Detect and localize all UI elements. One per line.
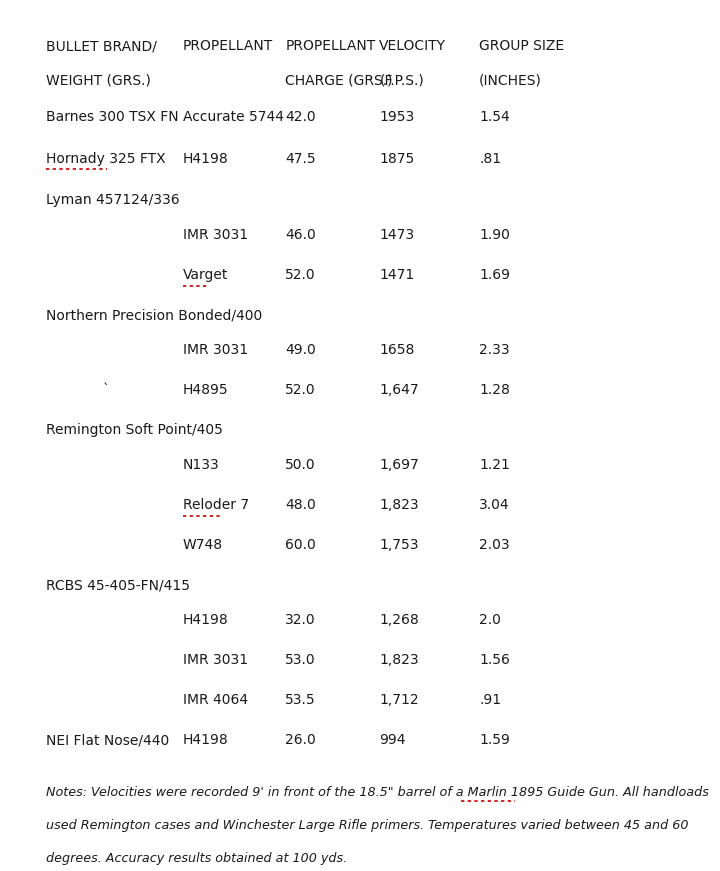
Text: `: ` bbox=[103, 383, 109, 397]
Text: Barnes 300 TSX FN: Barnes 300 TSX FN bbox=[45, 110, 179, 124]
Text: 42.0: 42.0 bbox=[285, 110, 316, 124]
Text: BULLET BRAND/: BULLET BRAND/ bbox=[45, 39, 156, 53]
Text: Reloder 7: Reloder 7 bbox=[183, 498, 248, 512]
Text: Accurate 5744: Accurate 5744 bbox=[183, 110, 284, 124]
Text: 26.0: 26.0 bbox=[285, 733, 316, 747]
Text: 1,647: 1,647 bbox=[379, 383, 419, 397]
Text: 46.0: 46.0 bbox=[285, 228, 316, 242]
Text: 1.59: 1.59 bbox=[480, 733, 510, 747]
Text: Varget: Varget bbox=[183, 268, 228, 282]
Text: 3.04: 3.04 bbox=[480, 498, 510, 512]
Text: 994: 994 bbox=[379, 733, 406, 747]
Text: degrees. Accuracy results obtained at 100 yds.: degrees. Accuracy results obtained at 10… bbox=[45, 852, 347, 865]
Text: 2.03: 2.03 bbox=[480, 538, 510, 552]
Text: 1,268: 1,268 bbox=[379, 613, 419, 627]
Text: 1,712: 1,712 bbox=[379, 693, 419, 707]
Text: IMR 4064: IMR 4064 bbox=[183, 693, 248, 707]
Text: (F.P.S.): (F.P.S.) bbox=[379, 73, 424, 87]
Text: Notes: Velocities were recorded 9' in front of the 18.5" barrel of a Marlin 1895: Notes: Velocities were recorded 9' in fr… bbox=[45, 786, 708, 799]
Text: 1.90: 1.90 bbox=[480, 228, 510, 242]
Text: 1875: 1875 bbox=[379, 152, 415, 165]
Text: Remington Soft Point/405: Remington Soft Point/405 bbox=[45, 423, 222, 437]
Text: IMR 3031: IMR 3031 bbox=[183, 653, 248, 667]
Text: (INCHES): (INCHES) bbox=[480, 73, 542, 87]
Text: 1.21: 1.21 bbox=[480, 458, 510, 472]
Text: .81: .81 bbox=[480, 152, 501, 165]
Text: 1.28: 1.28 bbox=[480, 383, 510, 397]
Text: Hornady 325 FTX: Hornady 325 FTX bbox=[45, 152, 166, 165]
Text: 53.5: 53.5 bbox=[285, 693, 316, 707]
Text: 1,823: 1,823 bbox=[379, 498, 419, 512]
Text: 1,753: 1,753 bbox=[379, 538, 419, 552]
Text: H4198: H4198 bbox=[183, 733, 228, 747]
Text: IMR 3031: IMR 3031 bbox=[183, 228, 248, 242]
Text: PROPELLANT: PROPELLANT bbox=[183, 39, 273, 53]
Text: H4198: H4198 bbox=[183, 152, 228, 165]
Text: GROUP SIZE: GROUP SIZE bbox=[480, 39, 564, 53]
Text: 48.0: 48.0 bbox=[285, 498, 316, 512]
Text: VELOCITY: VELOCITY bbox=[379, 39, 446, 53]
Text: 1471: 1471 bbox=[379, 268, 415, 282]
Text: CHARGE (GRS.): CHARGE (GRS.) bbox=[285, 73, 392, 87]
Text: 52.0: 52.0 bbox=[285, 383, 316, 397]
Text: 2.0: 2.0 bbox=[480, 613, 501, 627]
Text: WEIGHT (GRS.): WEIGHT (GRS.) bbox=[45, 73, 150, 87]
Text: W748: W748 bbox=[183, 538, 222, 552]
Text: .91: .91 bbox=[480, 693, 501, 707]
Text: H4895: H4895 bbox=[183, 383, 228, 397]
Text: N133: N133 bbox=[183, 458, 220, 472]
Text: used Remington cases and Winchester Large Rifle primers. Temperatures varied bet: used Remington cases and Winchester Larg… bbox=[45, 819, 688, 832]
Text: 50.0: 50.0 bbox=[285, 458, 316, 472]
Text: H4198: H4198 bbox=[183, 613, 228, 627]
Text: 1658: 1658 bbox=[379, 343, 415, 357]
Text: Northern Precision Bonded/400: Northern Precision Bonded/400 bbox=[45, 308, 262, 322]
Text: 1.69: 1.69 bbox=[480, 268, 510, 282]
Text: RCBS 45-405-FN/415: RCBS 45-405-FN/415 bbox=[45, 578, 189, 592]
Text: NEI Flat Nose/440: NEI Flat Nose/440 bbox=[45, 733, 169, 747]
Text: 1,697: 1,697 bbox=[379, 458, 419, 472]
Text: 53.0: 53.0 bbox=[285, 653, 316, 667]
Text: 60.0: 60.0 bbox=[285, 538, 316, 552]
Text: 32.0: 32.0 bbox=[285, 613, 316, 627]
Text: 52.0: 52.0 bbox=[285, 268, 316, 282]
Text: 1473: 1473 bbox=[379, 228, 415, 242]
Text: 1,823: 1,823 bbox=[379, 653, 419, 667]
Text: 1.54: 1.54 bbox=[480, 110, 510, 124]
Text: 47.5: 47.5 bbox=[285, 152, 316, 165]
Text: 2.33: 2.33 bbox=[480, 343, 510, 357]
Text: 49.0: 49.0 bbox=[285, 343, 316, 357]
Text: 1953: 1953 bbox=[379, 110, 415, 124]
Text: 1.56: 1.56 bbox=[480, 653, 510, 667]
Text: Lyman 457124/336: Lyman 457124/336 bbox=[45, 193, 179, 207]
Text: PROPELLANT: PROPELLANT bbox=[285, 39, 376, 53]
Text: IMR 3031: IMR 3031 bbox=[183, 343, 248, 357]
